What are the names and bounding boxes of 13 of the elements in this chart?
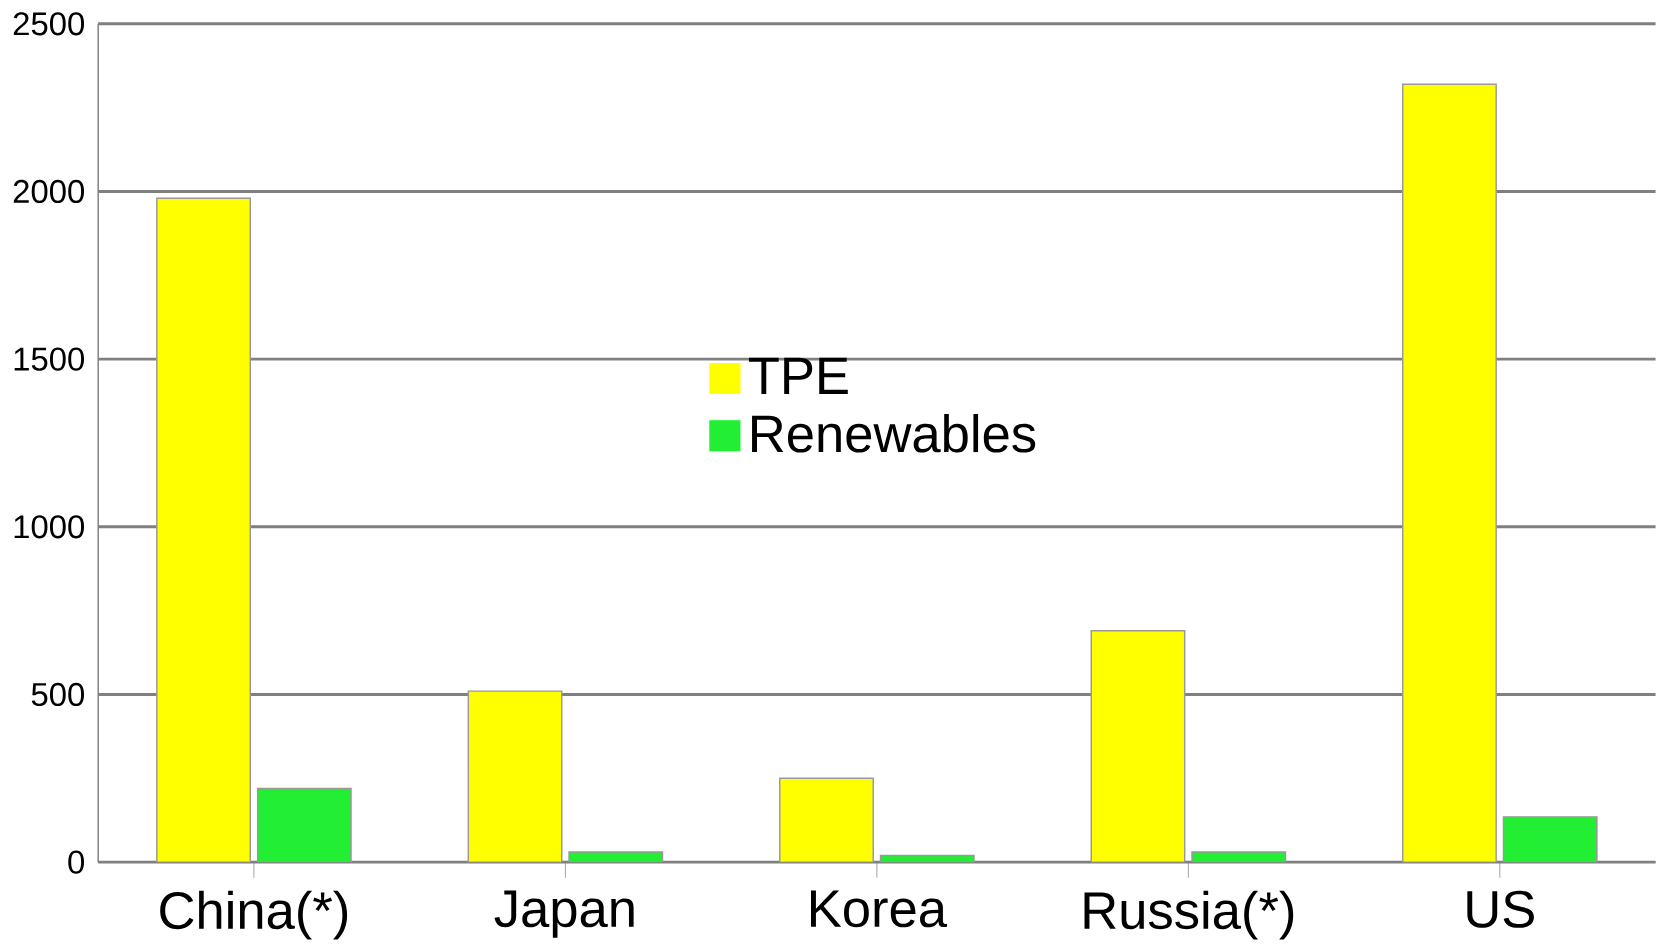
y-tick-label: 0 [68,850,85,874]
y-tick-label: 2000 [13,179,85,204]
x-tick-label: Russia(*) [1084,890,1294,940]
y-tick-label: 1500 [14,347,85,371]
legend-label: Renewables [752,414,1036,453]
x-tick-label: Japan [494,890,634,938]
x-tick-label: Korea [811,890,948,928]
y-tick-label: 1000 [14,515,85,539]
x-tick-label: US [1467,890,1534,928]
y-tick-label: 500 [31,682,85,707]
y-tick-label: 2500 [13,12,85,36]
legend-label: TPE [748,357,848,394]
x-tick-label: China(*) [160,890,348,940]
